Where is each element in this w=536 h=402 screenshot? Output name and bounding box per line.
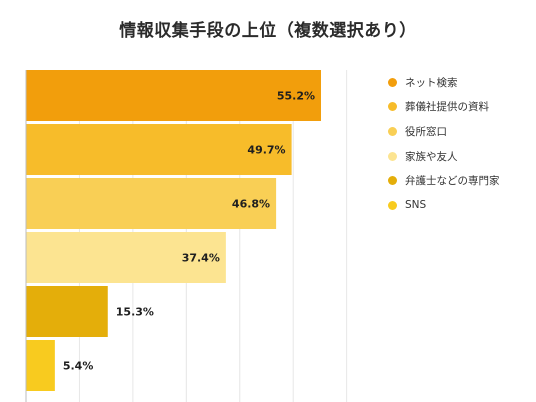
legend-swatch: [388, 151, 397, 161]
legend-swatch: [388, 200, 397, 210]
bar-5: [26, 286, 108, 337]
data-label-6: 5.4%: [63, 360, 94, 373]
data-label-2: 49.7%: [247, 144, 285, 157]
legend-label: 弁護士などの専門家: [405, 175, 500, 188]
legend-label: 役所窓口: [405, 125, 447, 138]
legend: ネット検索葬儀社提供の資料 役所窓口家族や友人弁護士などの専門家 SNS: [388, 70, 500, 218]
bar-3: [26, 178, 277, 229]
legend-item: SNS: [388, 193, 500, 218]
chart-title: 情報収集手段の上位（複数選択あり）: [119, 21, 417, 41]
legend-swatch: [388, 126, 397, 136]
bar-6: [26, 340, 55, 391]
legend-label: 葬儀社提供の資料: [405, 101, 489, 114]
bar-1: [26, 70, 321, 121]
data-label-1: 55.2%: [277, 90, 315, 103]
data-label-3: 46.8%: [232, 198, 270, 211]
legend-item: 弁護士などの専門家: [388, 168, 500, 193]
legend-item: 役所窓口: [388, 119, 500, 144]
legend-label: 家族や友人: [405, 150, 458, 163]
legend-item: ネット検索: [388, 70, 500, 95]
legend-swatch: [388, 102, 397, 112]
bar-4: [26, 232, 226, 283]
legend-label: ネット検索: [405, 76, 458, 89]
data-label-4: 37.4%: [182, 252, 220, 265]
legend-label: SNS: [405, 199, 427, 212]
legend-item: 家族や友人: [388, 144, 500, 169]
bar-2: [26, 124, 292, 175]
legend-swatch: [388, 77, 397, 87]
data-label-5: 15.3%: [116, 306, 154, 319]
legend-item: 葬儀社提供の資料: [388, 95, 500, 120]
legend-swatch: [388, 176, 397, 186]
